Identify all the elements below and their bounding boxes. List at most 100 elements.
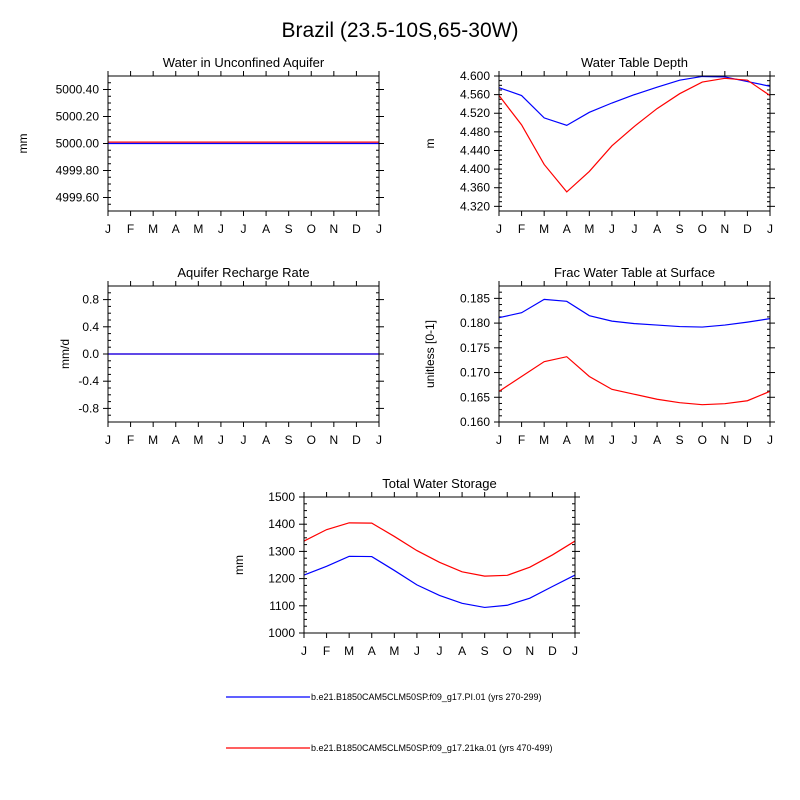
x-tick-label: D — [352, 222, 361, 236]
x-tick-label: J — [609, 222, 615, 236]
x-tick-label: F — [518, 433, 525, 447]
x-tick-label: M — [148, 222, 158, 236]
y-tick-label: 4.520 — [460, 106, 490, 120]
x-tick-label: J — [218, 433, 224, 447]
x-tick-label: J — [105, 433, 111, 447]
panel-title: Frac Water Table at Surface — [554, 265, 715, 280]
plot-frame — [498, 285, 771, 423]
y-tick-label: 5000.20 — [56, 110, 100, 124]
x-tick-label: J — [496, 222, 502, 236]
plot-frame — [303, 496, 576, 634]
panel-title: Water in Unconfined Aquifer — [163, 55, 325, 70]
x-tick-label: J — [609, 433, 615, 447]
y-tick-label: 5000.40 — [56, 83, 100, 97]
y-tick-label: 4.320 — [460, 199, 490, 213]
y-tick-label: 4999.60 — [56, 191, 100, 205]
x-tick-label: D — [352, 433, 361, 447]
chart-panel: Total Water Storage mm 1000 1100 1200 1300 140… — [232, 476, 580, 658]
x-tick-label: F — [518, 222, 525, 236]
x-tick-label: D — [743, 433, 752, 447]
x-tick-label: N — [329, 433, 338, 447]
x-tick-label: S — [676, 222, 684, 236]
y-tick-label: 0.185 — [460, 291, 490, 305]
y-axis-label: m — [423, 139, 437, 149]
x-tick-label: A — [563, 433, 571, 447]
panel-title: Water Table Depth — [581, 55, 688, 70]
x-tick-label: O — [698, 222, 707, 236]
x-tick-label: S — [676, 433, 684, 447]
x-tick-label: J — [632, 222, 638, 236]
x-tick-label: N — [329, 222, 338, 236]
x-tick-label: D — [743, 222, 752, 236]
y-tick-label: 1300 — [268, 544, 295, 558]
y-tick-label: 0.175 — [460, 341, 490, 355]
panel-title: Total Water Storage — [382, 476, 496, 491]
x-tick-label: J — [218, 222, 224, 236]
series-line — [498, 356, 771, 406]
x-tick-label: A — [368, 644, 376, 658]
x-tick-label: J — [376, 222, 382, 236]
x-tick-label: M — [148, 433, 158, 447]
x-tick-label: S — [285, 222, 293, 236]
y-tick-label: 4.440 — [460, 143, 490, 157]
y-tick-label: 1500 — [268, 490, 295, 504]
y-axis-label: mm — [16, 134, 30, 154]
x-tick-label: O — [307, 222, 316, 236]
legend: b.e21.B1850CAM5CLM50SP.f09_g17.PI.01 (yr… — [226, 692, 553, 753]
chart-panel: Aquifer Recharge Rate mm/d -0.8 -0.4 0.0 0.4 0… — [58, 265, 384, 447]
x-tick-label: M — [193, 433, 203, 447]
y-tick-label: 0.165 — [460, 390, 490, 404]
x-tick-label: D — [548, 644, 557, 658]
x-tick-label: M — [539, 222, 549, 236]
x-tick-label: A — [653, 222, 661, 236]
chart-panel: Water Table Depth m 4.320 4.360 4.400 4.440 4.… — [423, 55, 775, 236]
x-tick-label: J — [105, 222, 111, 236]
y-axis-label: unitless [0-1] — [423, 320, 437, 388]
y-tick-label: 4.400 — [460, 162, 490, 176]
figure-title: Brazil (23.5-10S,65-30W) — [282, 19, 519, 42]
series-line — [498, 77, 771, 193]
x-tick-label: S — [481, 644, 489, 658]
x-tick-label: M — [193, 222, 203, 236]
y-tick-label: 0.180 — [460, 316, 490, 330]
y-tick-label: 0.8 — [82, 293, 99, 307]
x-tick-label: A — [563, 222, 571, 236]
x-tick-label: J — [414, 644, 420, 658]
x-tick-label: J — [241, 433, 247, 447]
x-tick-label: M — [539, 433, 549, 447]
x-tick-label: A — [653, 433, 661, 447]
x-tick-label: N — [720, 222, 729, 236]
x-tick-label: F — [323, 644, 330, 658]
x-tick-label: N — [525, 644, 534, 658]
x-tick-label: A — [458, 644, 466, 658]
x-tick-label: O — [307, 433, 316, 447]
y-tick-label: 4999.80 — [56, 164, 100, 178]
x-tick-label: M — [584, 222, 594, 236]
y-tick-label: 4.560 — [460, 88, 490, 102]
series-line — [303, 555, 576, 609]
y-tick-label: 4.360 — [460, 181, 490, 195]
x-tick-label: A — [262, 222, 270, 236]
x-tick-label: F — [127, 222, 134, 236]
plot-frame — [107, 75, 380, 212]
x-tick-label: O — [698, 433, 707, 447]
y-tick-label: 4.480 — [460, 125, 490, 139]
x-tick-label: A — [172, 433, 180, 447]
x-tick-label: F — [127, 433, 134, 447]
y-tick-label: 0.160 — [460, 415, 490, 429]
y-axis-label: mm — [232, 555, 246, 575]
legend-label: b.e21.B1850CAM5CLM50SP.f09_g17.21ka.01 (… — [311, 743, 553, 753]
y-tick-label: 1100 — [269, 599, 295, 613]
x-tick-label: J — [301, 644, 307, 658]
x-tick-label: J — [632, 433, 638, 447]
y-tick-label: 0.170 — [460, 366, 490, 380]
legend-label: b.e21.B1850CAM5CLM50SP.f09_g17.PI.01 (yr… — [311, 692, 541, 702]
y-tick-label: 0.0 — [82, 347, 99, 361]
x-tick-label: M — [584, 433, 594, 447]
y-tick-label: 1400 — [268, 517, 295, 531]
x-tick-label: J — [767, 433, 773, 447]
series-line — [498, 298, 771, 328]
x-tick-label: J — [572, 644, 578, 658]
y-tick-label: 1200 — [268, 572, 295, 586]
